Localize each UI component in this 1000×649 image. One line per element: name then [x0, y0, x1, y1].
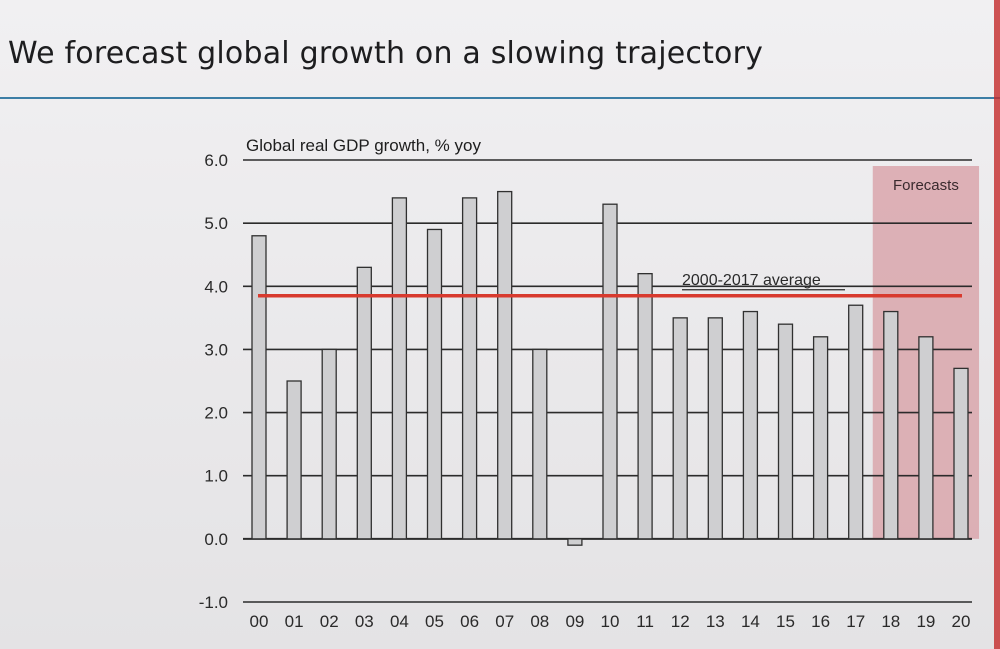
y-tick-label: -1.0: [199, 593, 228, 612]
bar-20: [953, 367, 969, 540]
x-tick-label: 13: [706, 612, 725, 631]
bar-18: [883, 310, 899, 540]
bar-04: [391, 197, 408, 540]
bar-12: [672, 317, 688, 540]
x-tick-label: 03: [355, 612, 374, 631]
x-tick-label: 14: [741, 612, 760, 631]
x-tick-label: 02: [320, 612, 339, 631]
x-tick-label: 05: [425, 612, 444, 631]
x-tick-layer: 00 01 02 03 04 05 06 07 08 09 10 11 12 13 14 15 16 17 18 19…: [250, 612, 971, 631]
y-tick-layer: -1.0 0.0 1.0 2.0 3.0 4.0 5.0 6.0: [199, 151, 228, 612]
x-tick-label: 09: [565, 612, 584, 631]
y-tick-label: 6.0: [204, 151, 228, 170]
x-tick-label: 18: [881, 612, 900, 631]
x-tick-label: 10: [601, 612, 620, 631]
bar-02: [321, 348, 337, 540]
x-tick-label: 00: [250, 612, 269, 631]
y-tick-label: 0.0: [204, 530, 228, 549]
x-tick-label: 12: [671, 612, 690, 631]
x-tick-label: 16: [811, 612, 830, 631]
bar-06: [461, 197, 478, 540]
x-tick-label: 06: [460, 612, 479, 631]
bar-01: [286, 380, 302, 540]
x-tick-label: 01: [285, 612, 304, 631]
bar-03: [356, 266, 372, 540]
x-tick-label: 19: [916, 612, 935, 631]
title-rule: [0, 97, 1000, 99]
bar-layer: [251, 190, 969, 546]
slide-title: We forecast global growth on a slowing t…: [8, 36, 764, 71]
bar-08: [532, 348, 548, 540]
edge-accent-bar: [994, 0, 1000, 649]
reference-layer: 2000-2017 average: [258, 272, 962, 298]
x-tick-label: 07: [495, 612, 514, 631]
x-tick-label: 15: [776, 612, 795, 631]
bar-15: [777, 323, 794, 540]
bar-17: [848, 304, 864, 540]
x-tick-label: 17: [846, 612, 865, 631]
y-tick-label: 5.0: [204, 214, 228, 233]
y-tick-label: 3.0: [204, 340, 228, 359]
y-tick-label: 2.0: [204, 404, 228, 423]
bar-13: [707, 317, 723, 540]
forecast-label: Forecasts: [893, 177, 959, 194]
average-line-label: 2000-2017 average: [682, 272, 821, 289]
bar-10: [602, 203, 618, 540]
bar-05: [426, 228, 443, 540]
bar-14: [742, 310, 759, 540]
x-tick-label: 20: [952, 612, 971, 631]
x-tick-label: 11: [636, 612, 654, 631]
y-tick-label: 4.0: [204, 277, 228, 296]
bar-00: [251, 235, 267, 540]
bar-07: [497, 190, 513, 540]
bar-16: [812, 336, 829, 540]
bar-09: [567, 538, 583, 546]
bar-11: [637, 273, 653, 540]
y-axis-label: Global real GDP growth, % yoy: [246, 136, 481, 155]
bar-19: [918, 336, 934, 540]
y-tick-label: 1.0: [204, 467, 228, 486]
x-tick-label: 04: [390, 612, 409, 631]
x-tick-label: 08: [530, 612, 549, 631]
